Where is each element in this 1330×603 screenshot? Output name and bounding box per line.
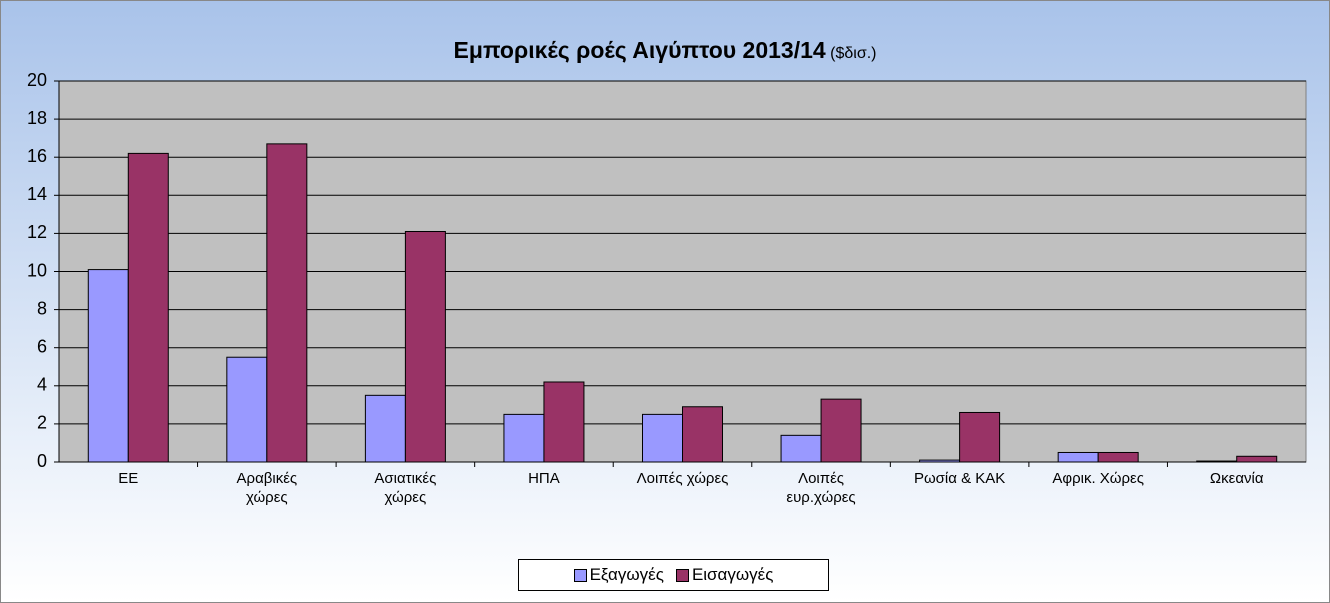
y-tick-label: 0 <box>37 451 47 471</box>
legend-label: Εξαγωγές <box>589 565 664 584</box>
y-tick-label: 2 <box>37 413 47 433</box>
chart-subtitle: ($δισ.) <box>830 45 877 62</box>
y-tick-label: 18 <box>27 108 47 128</box>
bar <box>364 394 406 463</box>
bar <box>404 230 446 463</box>
bar <box>1236 455 1278 463</box>
legend-swatch <box>675 568 689 582</box>
legend: Εξαγωγές Εισαγωγές <box>518 559 829 591</box>
x-tick-label: Αραβικές χώρες <box>236 470 298 506</box>
x-tick-label: Λοιπές χώρες <box>636 470 729 487</box>
bar <box>226 356 268 463</box>
bar <box>503 413 545 463</box>
x-tick-label: Ωκεανία <box>1209 470 1264 487</box>
bar <box>820 398 862 463</box>
y-tick-label: 14 <box>27 184 47 204</box>
x-tick-label: Αφρικ. Χώρες <box>1052 470 1144 487</box>
y-tick-label: 4 <box>37 375 47 395</box>
chart-title-block: Εμπορικές ροές Αιγύπτου 2013/14 ($δισ.) <box>1 37 1329 64</box>
legend-label: Εισαγωγές <box>691 565 774 584</box>
bar <box>780 434 822 463</box>
x-tick-label: ΕΕ <box>118 470 139 487</box>
legend-item: Εισαγωγές <box>675 565 774 585</box>
y-tick-label: 12 <box>27 222 47 242</box>
bar <box>87 269 129 463</box>
bar <box>266 143 308 463</box>
x-tick-label: Ρωσία & ΚΑΚ <box>913 470 1006 487</box>
bar <box>682 406 723 463</box>
y-tick-label: 16 <box>27 146 47 166</box>
chart-title: Εμπορικές ροές Αιγύπτου 2013/14 <box>453 37 826 63</box>
x-tick-label: Λοιπές ευρ.χώρες <box>786 470 856 506</box>
x-tick-label: ΗΠΑ <box>528 470 560 487</box>
bar <box>1196 460 1238 463</box>
bar <box>959 411 1001 463</box>
y-tick-label: 10 <box>27 260 47 280</box>
bar <box>642 413 683 463</box>
legend-item: Εξαγωγές <box>573 565 664 585</box>
bar <box>127 152 169 463</box>
bar <box>543 381 585 463</box>
y-tick-label: 20 <box>27 70 47 90</box>
legend-swatch <box>573 568 587 582</box>
x-tick-label: Ασιατικές χώρες <box>374 470 437 506</box>
y-tick-label: 6 <box>37 336 47 356</box>
bar <box>919 459 961 463</box>
bar <box>1057 451 1099 463</box>
bar <box>1097 451 1139 463</box>
y-tick-label: 8 <box>37 298 47 318</box>
